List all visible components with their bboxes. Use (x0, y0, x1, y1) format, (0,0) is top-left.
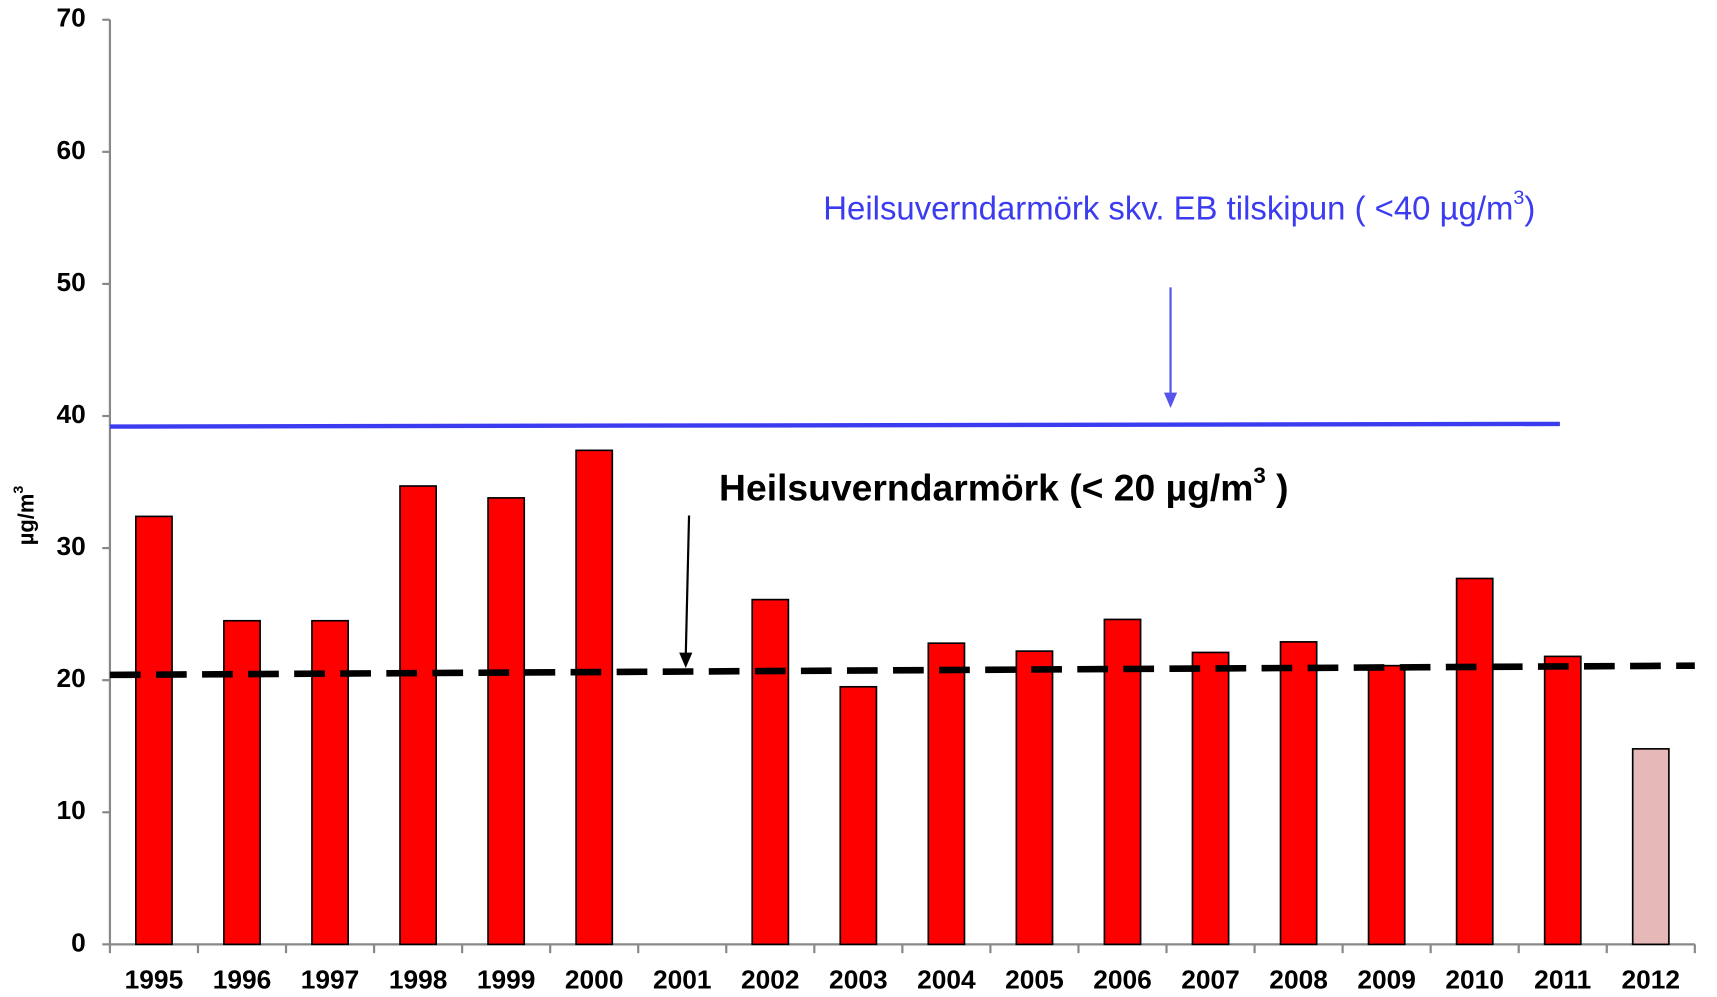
y-tick-label: 50 (57, 267, 86, 297)
x-tick-label: 1998 (389, 965, 448, 995)
bar (487, 497, 526, 946)
reference-label-text: Heilsuverndarmörk skv. EB tilskipun ( <4… (823, 189, 1513, 226)
x-tick-label: 2010 (1445, 965, 1504, 995)
bar (1367, 664, 1406, 946)
x-tick-label: 1996 (213, 965, 272, 995)
bar (575, 449, 614, 946)
reference-label-end: ) (1524, 189, 1535, 226)
black-arrow-head (679, 652, 693, 668)
x-tick-label: 2009 (1357, 965, 1416, 995)
reference-label-sup: 3 (1513, 187, 1524, 209)
y-tick-label: 30 (57, 531, 86, 561)
reference-label-text: Heilsuverndarmörk (< 20 µg/m (719, 466, 1253, 508)
bar (135, 515, 173, 946)
x-tick-label: 1995 (125, 965, 184, 995)
x-tick-label: 2001 (653, 965, 712, 995)
bar (399, 485, 438, 946)
x-tick-label: 2007 (1181, 965, 1240, 995)
bar (751, 598, 790, 946)
x-tick-label: 2005 (1005, 965, 1064, 995)
y-tick-label: 40 (57, 399, 86, 429)
y-axis-label-text: µg/m (13, 494, 38, 546)
y-axis-label-sup: 3 (11, 486, 27, 494)
y-tick-label: 20 (57, 663, 86, 693)
bar (1015, 650, 1054, 946)
y-tick-label: 60 (57, 135, 86, 165)
y-tick-label: 70 (57, 3, 86, 33)
x-tick-label: 2000 (565, 965, 624, 995)
bar (1455, 577, 1494, 946)
black-arrow (684, 515, 691, 656)
bar (223, 619, 261, 946)
reference-label-sup: 3 (1253, 463, 1265, 488)
x-tick-label: 2003 (829, 965, 888, 995)
reference-label: Heilsuverndarmörk skv. EB tilskipun ( <4… (823, 187, 1535, 226)
reference-line (109, 662, 1695, 679)
x-tick-label: 2011 (1534, 965, 1591, 995)
bar (927, 642, 966, 946)
bar (839, 685, 878, 946)
x-tick-label: 2008 (1269, 965, 1328, 995)
reference-label-end: ) (1266, 466, 1289, 508)
bar (311, 619, 349, 946)
x-tick-label: 1999 (477, 965, 536, 995)
x-tick-label: 2006 (1093, 965, 1152, 995)
reference-label: Heilsuverndarmörk (< 20 µg/m3 ) (719, 463, 1289, 508)
bar (1543, 655, 1582, 946)
bar (1103, 618, 1142, 946)
x-tick-label: 2012 (1622, 965, 1681, 995)
y-tick-label: 0 (71, 927, 86, 957)
bar (1191, 651, 1230, 946)
reference-line (109, 421, 1560, 429)
x-tick-label: 1997 (301, 965, 360, 995)
x-tick-label: 2004 (917, 965, 976, 995)
bar (1631, 748, 1670, 946)
blue-arrow-head (1163, 392, 1178, 409)
x-tick-label: 2002 (741, 965, 800, 995)
y-tick-label: 10 (57, 795, 86, 825)
y-axis-label: µg/m3 (11, 486, 39, 546)
bar (1279, 641, 1318, 946)
